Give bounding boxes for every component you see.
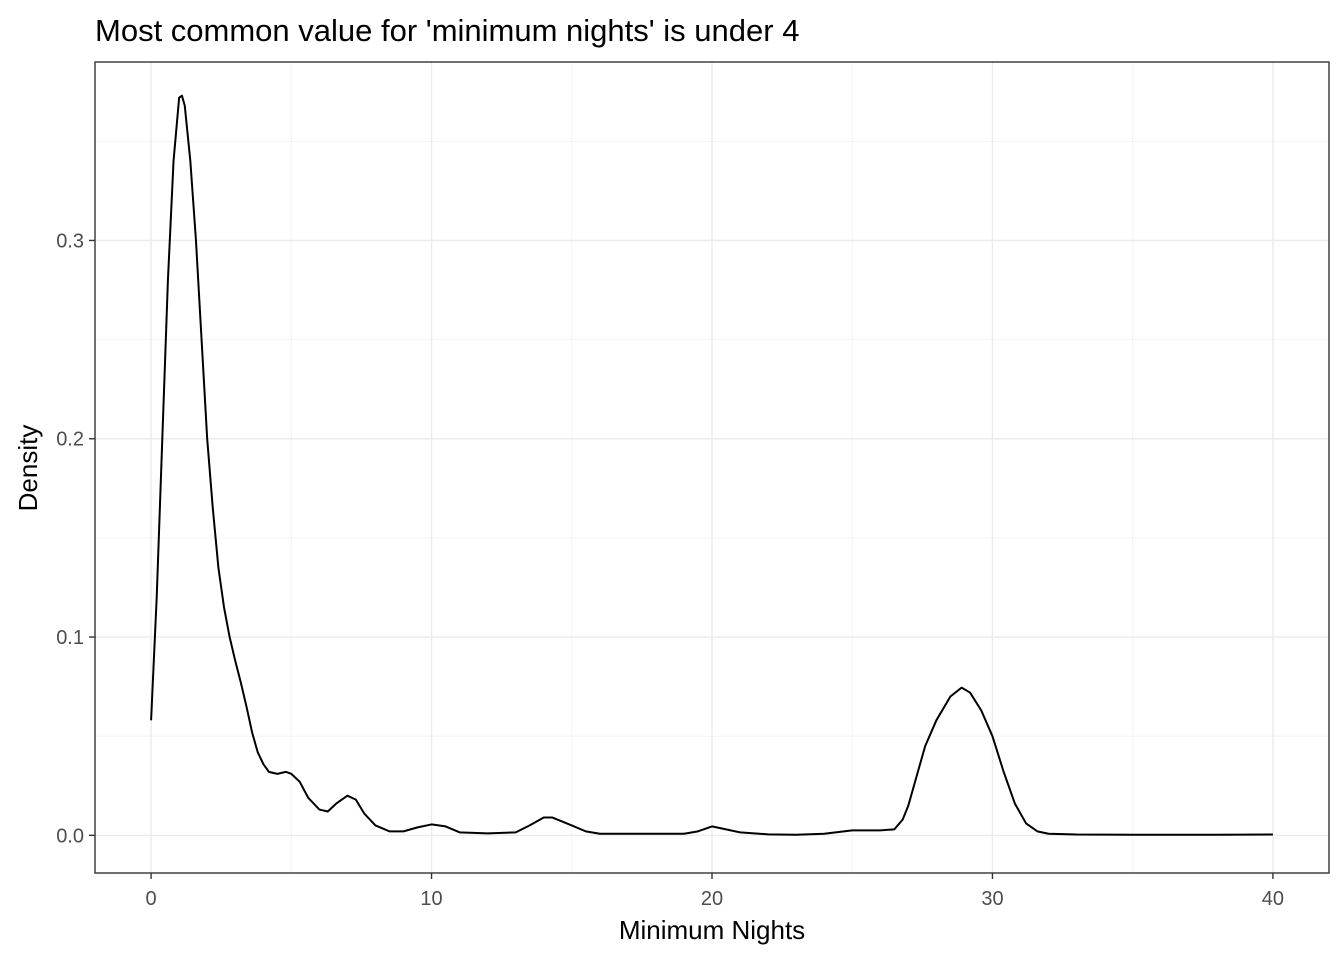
x-axis-title: Minimum Nights — [619, 915, 805, 945]
y-tick-label: 0.3 — [56, 230, 84, 252]
y-axis-title: Density — [13, 425, 43, 512]
y-axis: 0.0 0.1 0.2 0.3 — [56, 230, 95, 847]
x-tick-label: 30 — [981, 888, 1003, 910]
major-gridlines — [95, 62, 1329, 873]
chart-title: Most common value for 'minimum nights' i… — [95, 13, 799, 48]
x-tick-label: 40 — [1262, 888, 1284, 910]
y-tick-label: 0.0 — [56, 825, 84, 847]
x-tick-label: 20 — [701, 888, 723, 910]
y-tick-label: 0.2 — [56, 429, 84, 451]
x-tick-label: 10 — [420, 888, 442, 910]
x-tick-label: 0 — [146, 888, 157, 910]
y-tick-label: 0.1 — [56, 627, 84, 649]
density-curve — [150, 94, 1273, 836]
x-axis: 0 10 20 30 40 — [146, 873, 1284, 910]
